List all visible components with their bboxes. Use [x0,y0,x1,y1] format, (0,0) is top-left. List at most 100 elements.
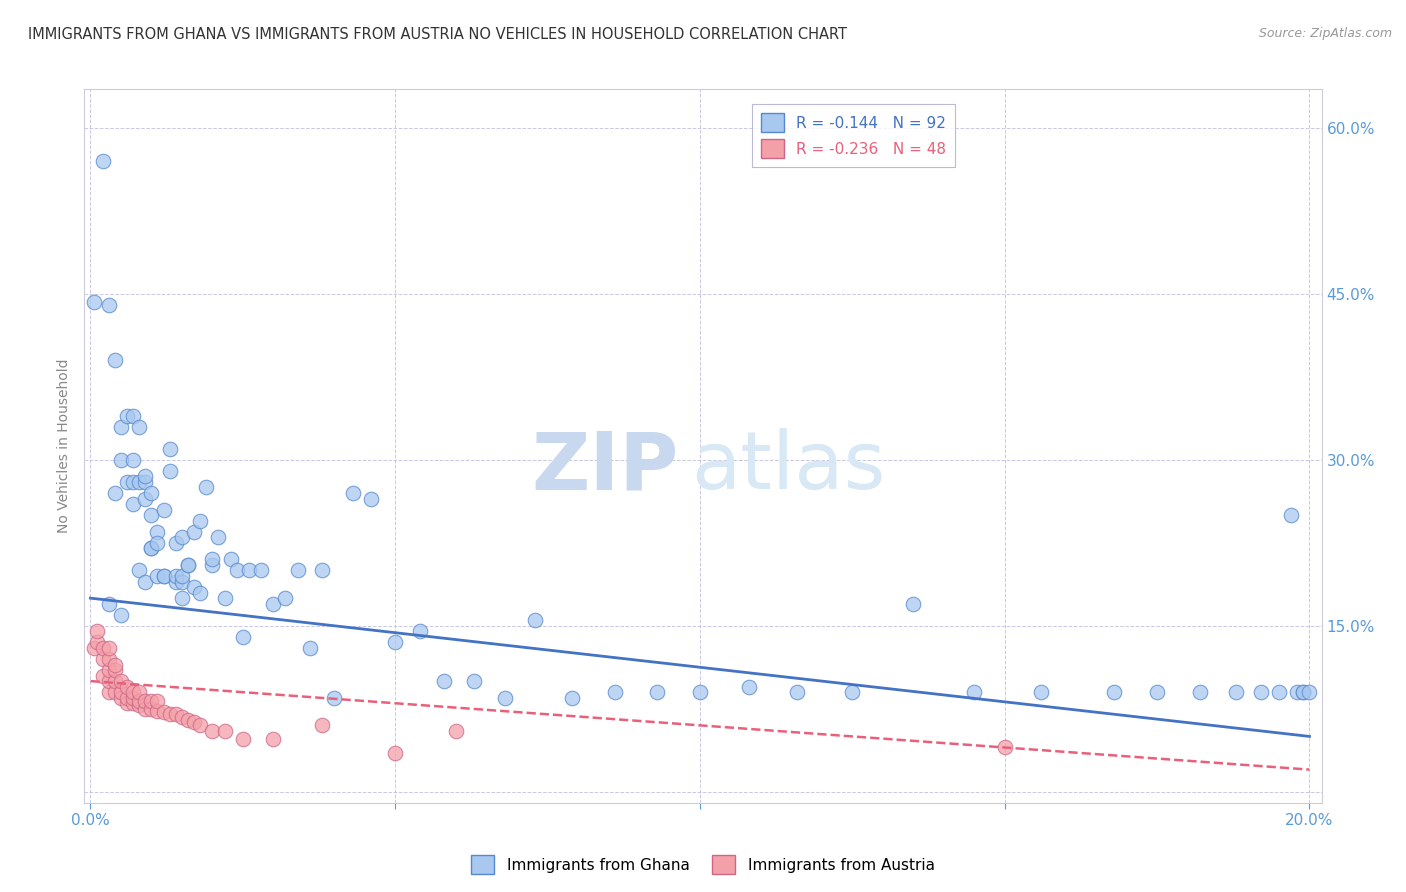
Point [122,475,145,489]
Point [86,635,108,649]
Point [104,674,127,689]
Point [128,419,150,434]
Point [141,541,163,556]
Point [298,640,321,655]
Point [841,685,863,699]
Text: atlas: atlas [690,428,884,507]
Point [115,680,138,694]
Point [97,640,120,655]
Point [104,663,127,677]
Point [1250,685,1272,699]
Point [1146,685,1168,699]
Point [645,685,668,699]
Point [97,674,120,689]
Point [1188,685,1211,699]
Point [786,685,808,699]
Point [274,591,297,606]
Point [384,635,406,649]
Point [1031,685,1053,699]
Point [141,508,163,523]
Point [188,514,211,528]
Point [360,491,382,506]
Point [170,591,193,606]
Point [134,469,156,483]
Point [97,652,120,666]
Point [1225,685,1247,699]
Point [170,569,193,583]
Point [444,723,467,738]
Point [170,574,193,589]
Point [128,685,150,699]
Point [122,685,145,699]
Point [159,442,181,456]
Point [110,607,132,622]
Point [494,690,516,705]
Point [146,524,169,539]
Point [110,685,132,699]
Point [128,475,150,489]
Point [214,591,236,606]
Point [994,740,1017,755]
Point [134,702,156,716]
Point [225,564,247,578]
Point [128,698,150,713]
Point [110,674,132,689]
Point [115,409,138,423]
Point [122,497,145,511]
Point [323,690,346,705]
Point [232,731,254,746]
Point [165,707,187,722]
Point [262,597,284,611]
Point [141,702,163,716]
Point [97,597,120,611]
Point [104,657,127,672]
Point [287,564,309,578]
Point [165,536,187,550]
Point [141,694,163,708]
Point [524,613,547,627]
Point [463,674,485,689]
Point [165,574,187,589]
Point [1292,685,1315,699]
Point [603,685,626,699]
Point [159,464,181,478]
Point [183,580,205,594]
Point [384,746,406,760]
Point [97,663,120,677]
Point [232,630,254,644]
Point [152,502,174,516]
Point [170,530,193,544]
Point [134,475,156,489]
Point [250,564,273,578]
Point [342,486,364,500]
Point [201,552,224,566]
Point [201,558,224,572]
Legend: Immigrants from Ghana, Immigrants from Austria: Immigrants from Ghana, Immigrants from A… [465,849,941,880]
Point [1268,685,1291,699]
Point [1286,685,1309,699]
Text: ZIP: ZIP [531,428,678,507]
Point [219,552,242,566]
Point [97,298,120,312]
Point [83,294,105,309]
Point [177,713,200,727]
Point [214,723,236,738]
Point [91,652,114,666]
Point [146,569,169,583]
Point [195,481,218,495]
Point [159,707,181,722]
Legend: R = -0.144   N = 92, R = -0.236   N = 48: R = -0.144 N = 92, R = -0.236 N = 48 [752,104,955,167]
Point [152,705,174,719]
Point [122,409,145,423]
Point [1104,685,1126,699]
Point [97,685,120,699]
Point [128,564,150,578]
Point [177,558,200,572]
Point [188,718,211,732]
Point [238,564,260,578]
Point [110,690,132,705]
Point [963,685,986,699]
Point [311,564,333,578]
Point [122,696,145,710]
Text: IMMIGRANTS FROM GHANA VS IMMIGRANTS FROM AUSTRIA NO VEHICLES IN HOUSEHOLD CORREL: IMMIGRANTS FROM GHANA VS IMMIGRANTS FROM… [28,27,848,42]
